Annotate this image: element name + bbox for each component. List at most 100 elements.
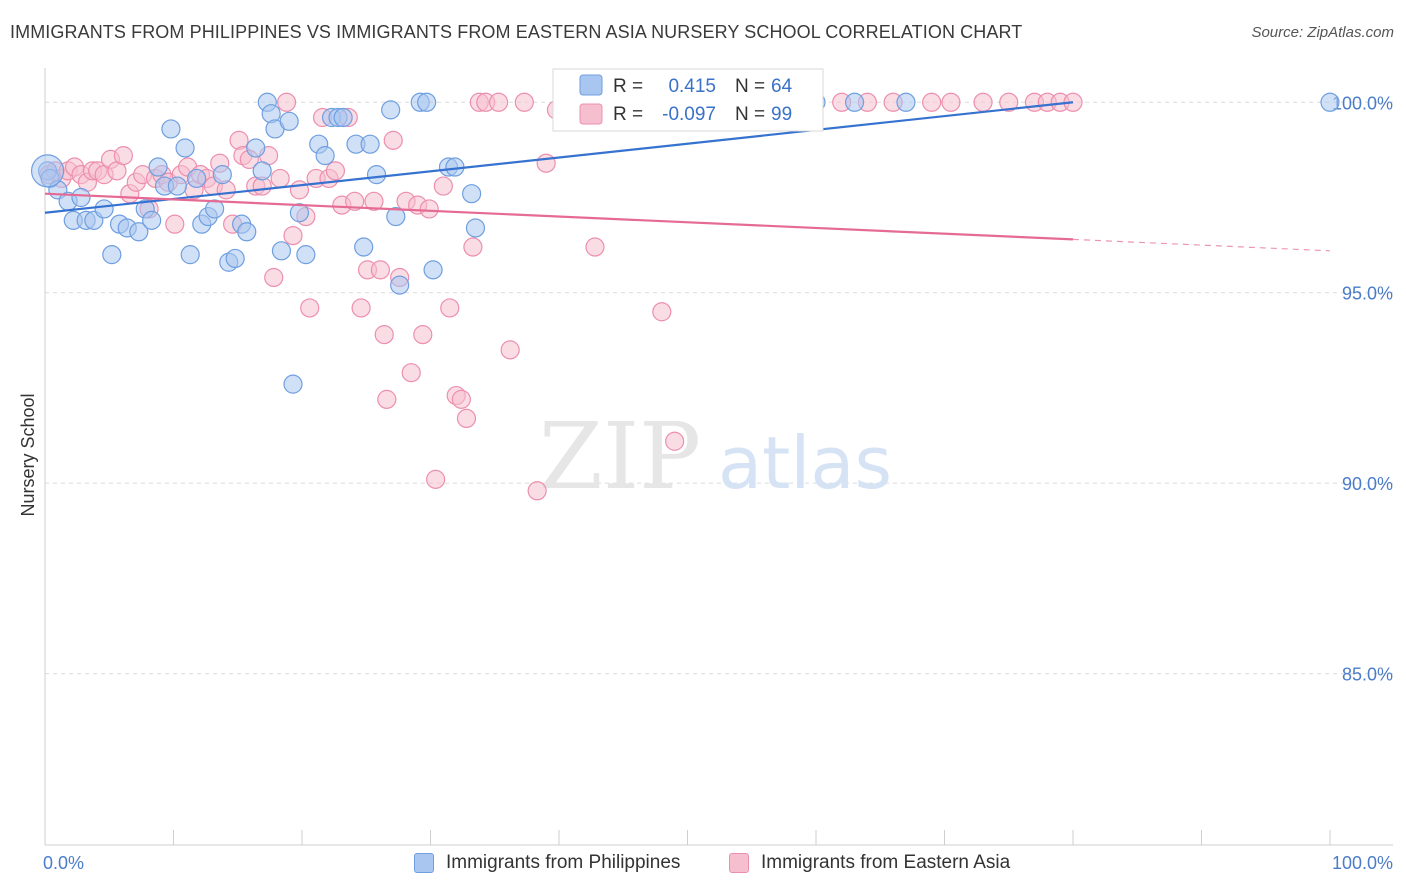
- y-axis-title: Nursery School: [18, 393, 38, 516]
- legend-r-value-1: 0.415: [668, 76, 716, 97]
- trend-line-eastern-asia-extension: [1072, 238, 1331, 252]
- watermark: ZIP atlas: [539, 403, 892, 510]
- data-point: [325, 161, 346, 181]
- legend-swatch-philippines: [414, 853, 434, 873]
- data-point: [381, 100, 401, 120]
- data-point: [423, 260, 443, 280]
- data-point: [462, 184, 482, 204]
- x-tick-label: 0.0%: [43, 853, 84, 873]
- data-point: [383, 130, 403, 150]
- data-point: [180, 245, 200, 265]
- legend-r-label-1: R =: [613, 76, 643, 97]
- legend-item-eastern-asia: Immigrants from Eastern Asia: [729, 852, 1010, 874]
- data-point: [113, 146, 133, 166]
- data-point: [1320, 92, 1340, 112]
- data-point: [401, 363, 421, 383]
- data-point: [489, 92, 509, 112]
- legend-label-philippines: Immigrants from Philippines: [446, 852, 681, 873]
- data-point: [271, 241, 292, 261]
- stats-legend: R = 0.415 N = 64 R = -0.097 N = 99: [552, 68, 824, 132]
- data-point: [433, 176, 453, 196]
- y-tick-label: 85.0%: [1342, 665, 1393, 685]
- legend-n-value-1: 64: [771, 76, 793, 97]
- data-point: [148, 157, 168, 177]
- blue-series-points: [30, 92, 1340, 394]
- trend-line-eastern-asia: [44, 192, 1074, 241]
- legend-n-label-1: N =: [735, 76, 765, 97]
- trend-line-philippines: [44, 101, 1074, 214]
- data-point: [500, 340, 520, 360]
- data-point: [463, 237, 483, 257]
- data-point: [366, 165, 387, 185]
- data-point: [652, 302, 672, 322]
- legend-swatch-eastern-asia: [729, 853, 749, 873]
- legend-r-value-2: -0.097: [662, 104, 716, 125]
- data-point: [279, 111, 299, 131]
- data-point: [276, 92, 297, 112]
- data-point: [922, 92, 942, 112]
- data-point: [246, 138, 266, 158]
- data-point: [390, 275, 410, 295]
- trend-lines: [44, 101, 1331, 252]
- data-point: [212, 165, 232, 185]
- data-point: [354, 237, 374, 257]
- data-point: [973, 92, 993, 112]
- data-point: [413, 325, 433, 345]
- data-point: [527, 481, 547, 501]
- legend-item-philippines: Immigrants from Philippines: [414, 852, 680, 874]
- series-legend: Immigrants from Philippines Immigrants f…: [0, 852, 1406, 878]
- y-tick-label: 95.0%: [1342, 284, 1393, 304]
- x-tick-labels: 0.0% 100.0%: [43, 853, 1393, 873]
- data-point: [426, 469, 446, 489]
- data-point: [896, 92, 916, 112]
- legend-swatch-blue: [579, 74, 603, 96]
- data-point: [351, 298, 371, 318]
- data-point: [129, 222, 149, 242]
- data-point: [377, 389, 397, 409]
- legend-r-label-2: R =: [613, 104, 643, 125]
- data-point: [71, 187, 91, 208]
- data-point: [94, 199, 114, 219]
- data-point: [187, 168, 207, 189]
- y-tick-labels: 100.0% 95.0% 90.0% 85.0%: [1332, 93, 1393, 684]
- data-point: [102, 245, 122, 265]
- data-point: [270, 168, 290, 189]
- data-point: [451, 389, 471, 409]
- data-point: [237, 222, 257, 242]
- data-point: [440, 298, 460, 318]
- data-point: [374, 325, 394, 345]
- data-point: [225, 248, 245, 269]
- data-point: [142, 210, 162, 230]
- data-point: [370, 260, 390, 280]
- data-point: [360, 134, 380, 154]
- data-point: [536, 153, 556, 173]
- x-tick-label: 100.0%: [1332, 853, 1393, 873]
- data-point: [844, 92, 865, 112]
- data-point: [514, 92, 534, 112]
- legend-swatch-pink: [579, 103, 603, 125]
- data-point-large: [30, 154, 65, 188]
- data-point: [283, 374, 303, 394]
- data-point: [289, 203, 310, 223]
- y-tick-label: 90.0%: [1342, 474, 1393, 494]
- data-point: [296, 245, 316, 265]
- data-point: [289, 180, 310, 200]
- axes: [44, 68, 1393, 846]
- legend-n-label-2: N =: [735, 104, 765, 125]
- data-point: [315, 146, 335, 166]
- data-point: [386, 206, 406, 227]
- data-point: [333, 107, 353, 128]
- data-point: [264, 267, 284, 288]
- legend-label-eastern-asia: Immigrants from Eastern Asia: [761, 852, 1011, 873]
- data-point: [999, 92, 1019, 112]
- data-point: [465, 218, 486, 238]
- data-point: [417, 92, 437, 112]
- y-tick-label: 100.0%: [1332, 93, 1393, 113]
- data-point: [161, 119, 181, 139]
- data-point: [300, 298, 320, 318]
- data-point: [283, 225, 303, 246]
- data-point: [252, 161, 272, 181]
- data-point: [165, 214, 185, 234]
- data-point: [167, 176, 187, 196]
